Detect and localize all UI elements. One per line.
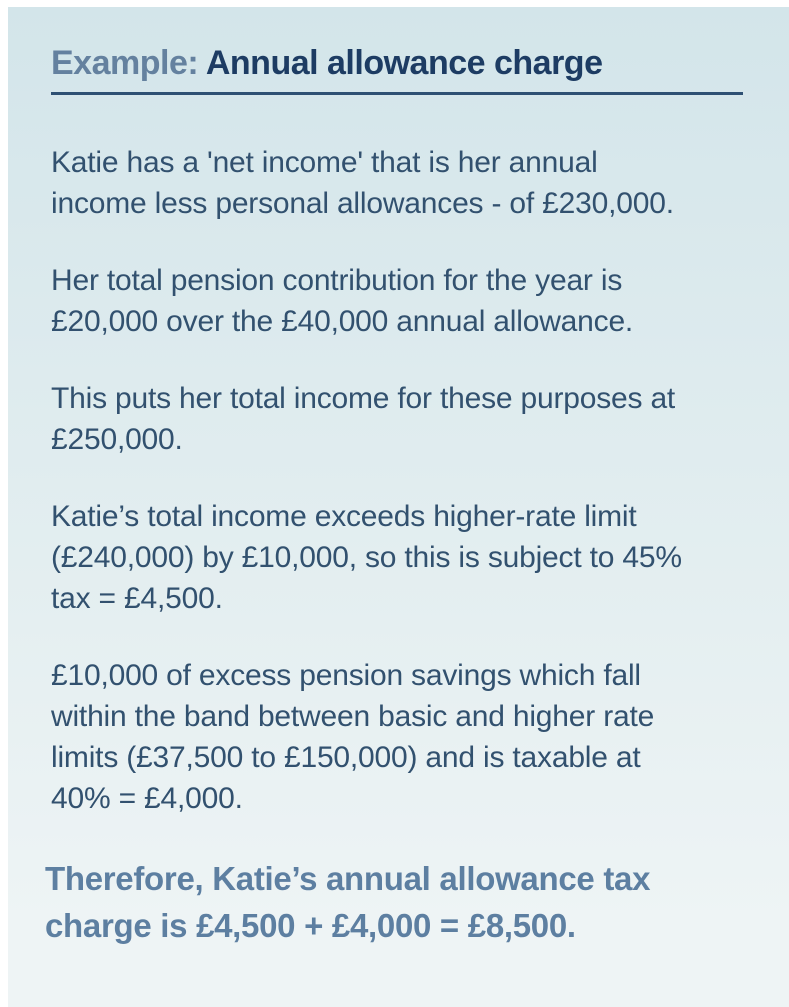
text-line: limits (£37,500 to £150,000) and is taxa… — [51, 741, 641, 774]
paragraph-excess-savings: £10,000 of excess pension savings which … — [51, 655, 745, 819]
title-text: Annual allowance charge — [205, 44, 603, 82]
text-line: charge is £4,500 + £4,000 = £8,500. — [45, 907, 576, 944]
paragraph-total-income: This puts her total income for these pur… — [51, 378, 745, 460]
text-line: within the band between basic and higher… — [51, 700, 655, 733]
text-line: This puts her total income for these pur… — [51, 382, 676, 415]
text-line: Katie’s total income exceeds higher-rate… — [51, 500, 637, 533]
paragraph-higher-rate-tax: Katie’s total income exceeds higher-rate… — [51, 496, 745, 619]
body-copy: Katie has a 'net income' that is her ann… — [45, 142, 745, 949]
card-title: Example: Annual allowance charge — [51, 45, 745, 81]
text-line: Her total pension contribution for the y… — [51, 264, 623, 297]
text-line: £250,000. — [51, 423, 183, 456]
conclusion-paragraph: Therefore, Katie’s annual allowance tax … — [45, 855, 745, 949]
title-underline-rule — [51, 92, 743, 95]
paragraph-net-income: Katie has a 'net income' that is her ann… — [51, 142, 745, 224]
paragraph-pension-contribution: Her total pension contribution for the y… — [51, 260, 745, 342]
title-prefix: Example: — [51, 44, 206, 82]
text-line: Katie has a 'net income' that is her ann… — [51, 146, 598, 179]
text-line: Therefore, Katie’s annual allowance tax — [45, 860, 651, 897]
text-line: income less personal allowances - of £23… — [51, 187, 674, 220]
text-line: £10,000 of excess pension savings which … — [51, 659, 641, 692]
text-line: 40% = £4,000. — [51, 782, 243, 815]
text-line: (£240,000) by £10,000, so this is subjec… — [51, 541, 682, 574]
text-line: tax = £4,500. — [51, 582, 223, 615]
example-card: Example: Annual allowance charge Katie h… — [8, 7, 789, 1007]
text-line: £20,000 over the £40,000 annual allowanc… — [51, 305, 634, 338]
